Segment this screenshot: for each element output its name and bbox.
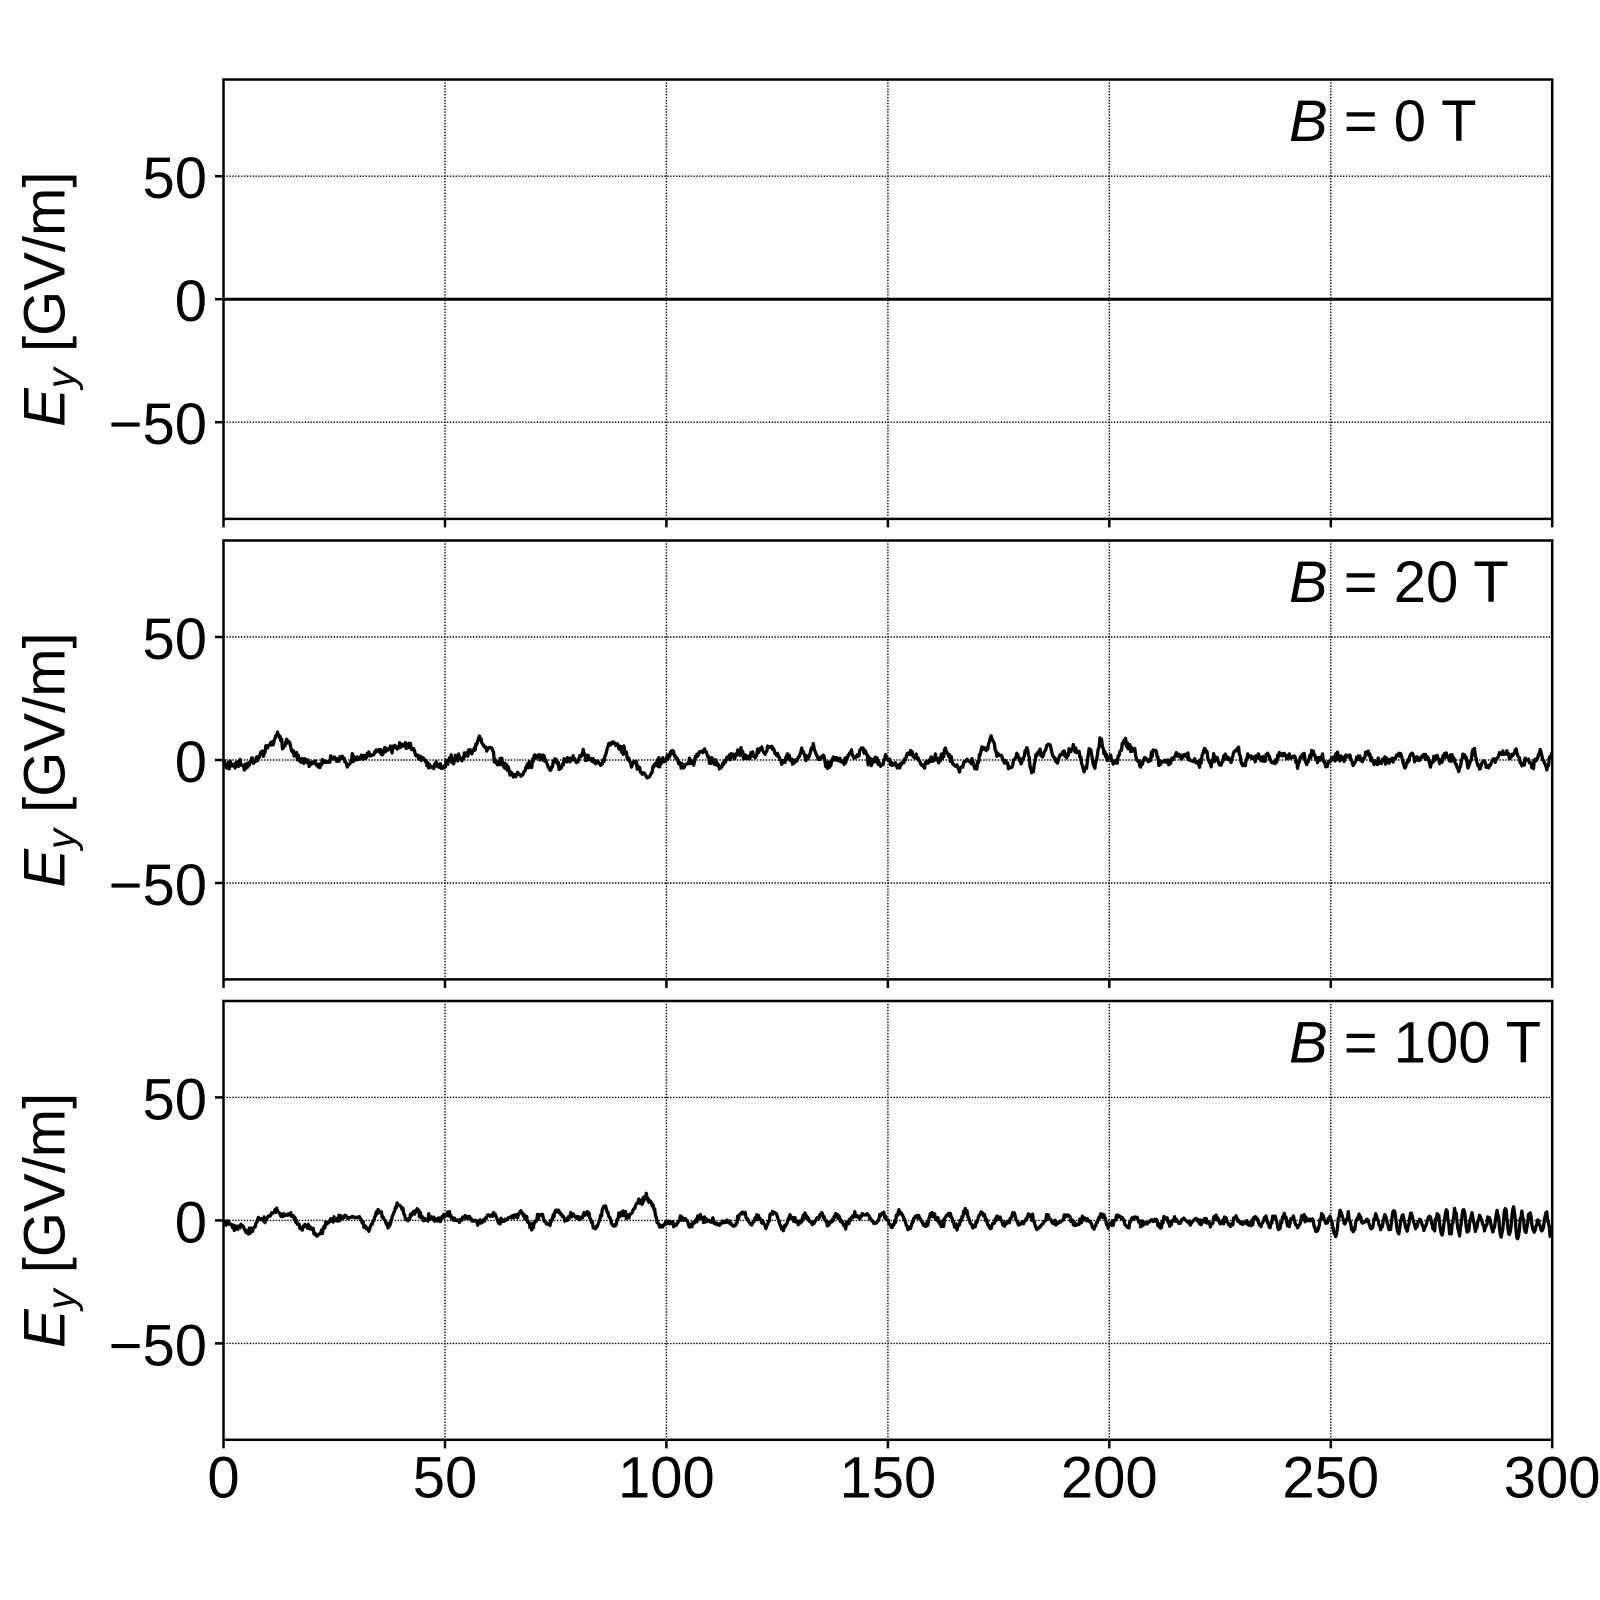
svg-text:−50: −50 <box>109 853 207 918</box>
svg-text:0: 0 <box>175 730 207 795</box>
svg-text:200: 200 <box>1061 1446 1158 1511</box>
svg-text:−50: −50 <box>109 1313 207 1378</box>
svg-text:50: 50 <box>142 146 207 211</box>
svg-text:150: 150 <box>840 1446 937 1511</box>
svg-text:B = 20 T: B = 20 T <box>1289 550 1509 615</box>
svg-text:−50: −50 <box>109 392 207 457</box>
svg-text:Ey [GV/m]: Ey [GV/m] <box>13 1093 84 1348</box>
svg-text:0: 0 <box>175 269 207 334</box>
svg-text:50: 50 <box>413 1446 478 1511</box>
svg-text:0: 0 <box>175 1190 207 1255</box>
svg-text:0: 0 <box>207 1446 239 1511</box>
svg-text:Ey [GV/m]: Ey [GV/m] <box>13 632 84 887</box>
svg-text:50: 50 <box>142 607 207 672</box>
svg-text:B = 0 T: B = 0 T <box>1289 89 1477 154</box>
svg-text:50: 50 <box>142 1067 207 1132</box>
svg-text:100: 100 <box>618 1446 715 1511</box>
svg-text:300: 300 <box>1504 1446 1600 1511</box>
svg-text:B = 100 T: B = 100 T <box>1289 1011 1541 1076</box>
svg-text:Ey [GV/m]: Ey [GV/m] <box>13 172 84 427</box>
svg-text:250: 250 <box>1282 1446 1379 1511</box>
